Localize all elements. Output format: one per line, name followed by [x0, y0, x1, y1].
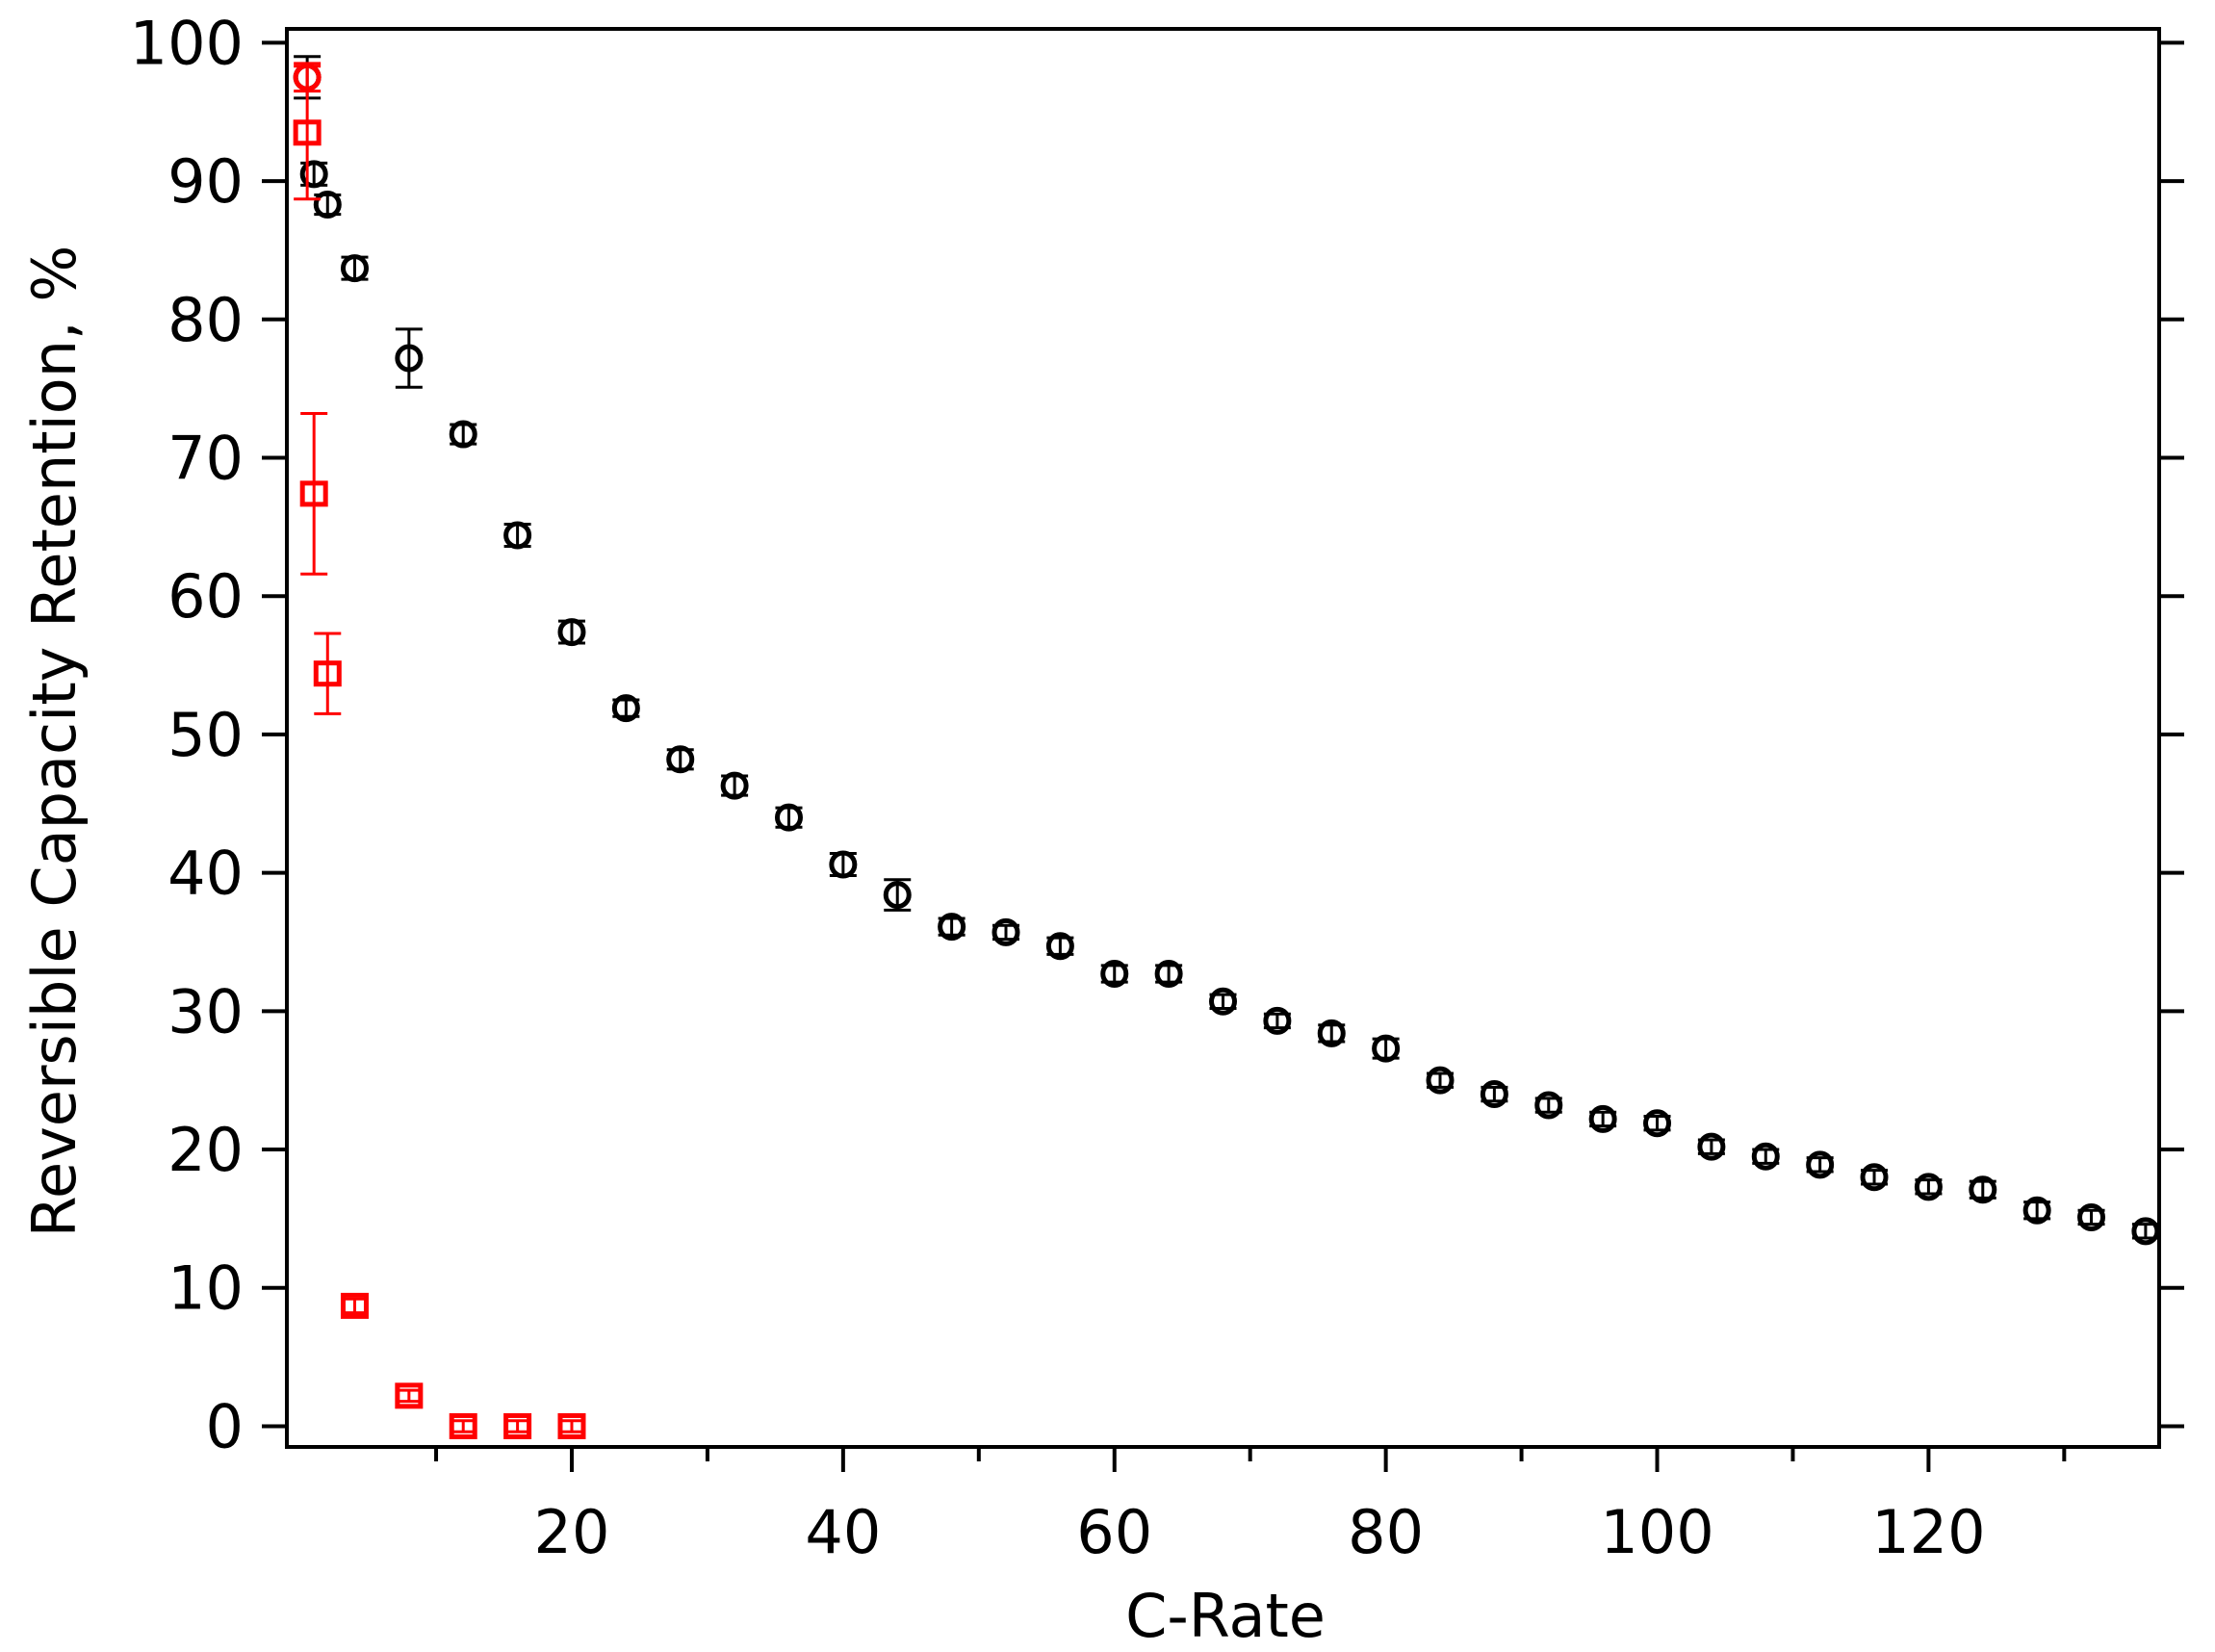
data-point-circle	[2131, 1217, 2160, 1246]
axes: 0 10 20 30 40 50 60 70 80 90 100 20 40 60 80 100 120	[130, 8, 2184, 1567]
data-point-circle	[2022, 1196, 2051, 1225]
data-point-square	[503, 1412, 532, 1439]
data-point-circle	[1154, 960, 1183, 989]
data-point-circle	[1045, 932, 1074, 961]
y-tick-label: 90	[167, 146, 244, 217]
data-point-circle	[395, 344, 424, 373]
data-point-circle	[992, 917, 1020, 946]
x-tick-label: 100	[1600, 1497, 1713, 1567]
data-point-square	[299, 480, 328, 507]
data-point-circle	[1263, 1006, 1292, 1035]
data-point-square	[313, 660, 342, 687]
plot-frame	[285, 27, 2161, 1449]
y-tick-label: 70	[167, 423, 244, 493]
y-tick-label: 0	[206, 1391, 244, 1461]
data-point-circle	[720, 771, 749, 800]
data-point-circle	[1751, 1142, 1780, 1171]
y-tick-label: 100	[130, 8, 244, 78]
data-point-circle	[938, 913, 966, 942]
data-point-circle	[1426, 1066, 1455, 1095]
x-tick-label: 120	[1871, 1497, 1985, 1567]
y-tick-label: 10	[167, 1253, 244, 1324]
x-axis-title: C-Rate	[1125, 1581, 1326, 1651]
data-point-square	[557, 1412, 586, 1439]
data-point-circle	[1806, 1150, 1835, 1179]
data-point-circle	[1588, 1104, 1617, 1133]
data-point-circle	[1480, 1080, 1508, 1109]
data-point-circle	[299, 160, 328, 189]
x-tick-label: 20	[534, 1497, 610, 1567]
data-point-circle	[313, 191, 342, 219]
data-point-circle	[557, 618, 586, 647]
data-point-circle	[611, 694, 640, 723]
data-point-square	[340, 1292, 369, 1319]
data-point-circle	[774, 803, 803, 832]
x-tick-label: 80	[1348, 1497, 1424, 1567]
data-point-circle	[1534, 1091, 1563, 1120]
data-point-square	[449, 1412, 477, 1439]
data-marks	[293, 55, 2160, 1439]
data-point-circle	[883, 881, 912, 910]
data-point-circle	[1860, 1163, 1889, 1192]
data-point-square	[395, 1382, 424, 1409]
data-point-circle	[1969, 1175, 1997, 1204]
data-point-circle	[2077, 1202, 2106, 1231]
y-tick-label: 60	[167, 561, 244, 632]
y-tick-label: 20	[167, 1115, 244, 1185]
data-point-circle	[1914, 1173, 1943, 1201]
y-tick-label: 40	[167, 839, 244, 909]
x-tick-label: 40	[805, 1497, 881, 1567]
data-point-circle	[1697, 1132, 1726, 1161]
y-tick-label: 50	[167, 700, 244, 770]
data-point-circle	[1372, 1034, 1401, 1063]
y-tick-label: 80	[167, 285, 244, 355]
data-point-circle	[1209, 987, 1237, 1016]
data-point-circle	[666, 745, 695, 774]
y-tick-label: 30	[167, 976, 244, 1046]
data-point-circle	[1100, 960, 1129, 989]
y-axis-title: Reversible Capacity Retention, %	[19, 245, 90, 1238]
data-point-circle	[449, 420, 477, 449]
data-point-circle	[340, 254, 369, 283]
data-point-circle	[503, 521, 532, 550]
x-tick-label: 60	[1076, 1497, 1152, 1567]
data-point-circle	[1317, 1019, 1346, 1047]
data-point-square	[293, 119, 322, 146]
data-point-circle	[1643, 1109, 1672, 1138]
data-point-circle	[829, 850, 858, 879]
